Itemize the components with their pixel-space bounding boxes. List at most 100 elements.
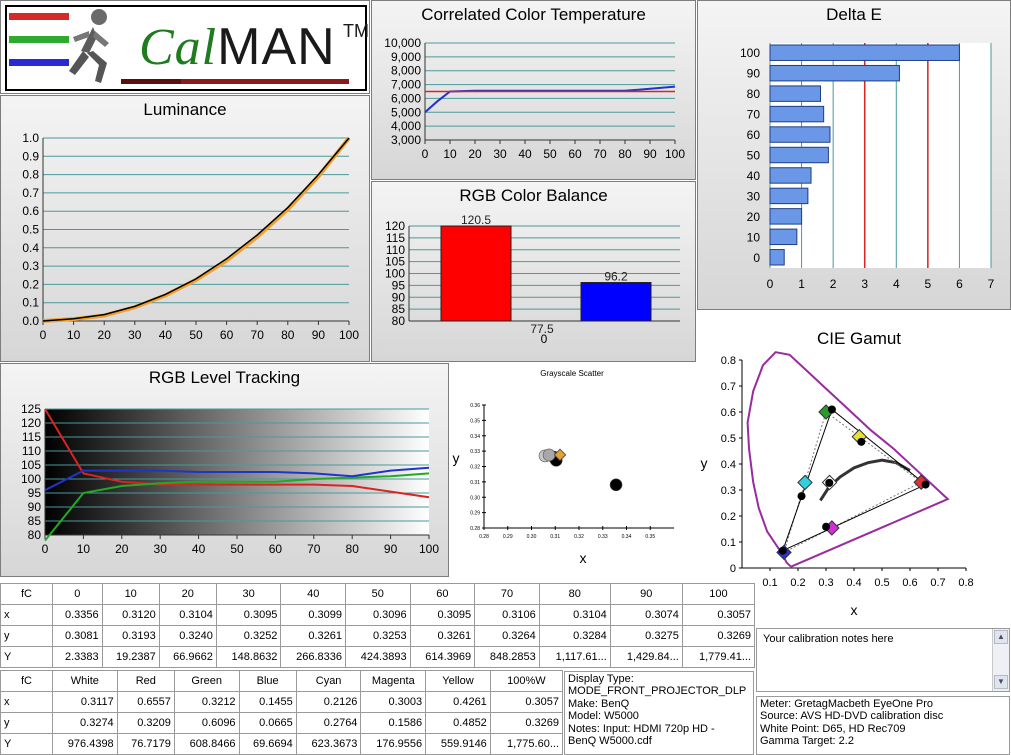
table-cell: 66.9662 — [158, 646, 217, 668]
y-tick-label: 0.5 — [22, 223, 39, 237]
cct-chart: 3,0004,0005,0006,0007,0008,0009,00010,00… — [384, 36, 685, 161]
x-tick-label: 0 — [40, 328, 47, 342]
table-cell: 0.1455 — [238, 691, 297, 713]
delta-e-bar — [769, 105, 825, 123]
table-cell: 424.3893 — [345, 646, 411, 668]
y-tick-label: 0.4 — [22, 241, 39, 255]
y-tick-label: 1.0 — [22, 131, 39, 145]
y-tick-label: 50 — [747, 149, 761, 163]
y-tick-label: 0.31 — [470, 480, 480, 486]
cct-title: Correlated Color Temperature — [421, 5, 646, 24]
table-cell: 0.3356 — [52, 604, 103, 626]
table-row: y 0.3274 0.3209 0.6096 0.0665 0.2764 0.1586 0.4… — [0, 712, 564, 734]
series-line — [42, 137, 350, 322]
x-tick-label: 0.31 — [550, 534, 560, 540]
y-tick-label: 0.1 — [22, 296, 39, 310]
series-line — [44, 466, 430, 492]
scatter-title: Grayscale Scatter — [540, 369, 604, 378]
x-tick-label: 0.30 — [527, 534, 537, 540]
table-header-cell: fC — [0, 670, 53, 692]
table-cell: 176.9556 — [360, 733, 427, 755]
balance-bar — [580, 282, 652, 322]
cct-panel: Correlated Color Temperature 3,000 4,000 5… — [371, 0, 696, 180]
x-tick-label: 100 — [339, 328, 359, 342]
x-tick-label: 7 — [988, 277, 995, 291]
table-cell: 1,117.61... — [538, 646, 611, 668]
y-tick-label: 0.8 — [22, 168, 39, 182]
y-tick-label: 0.30 — [470, 495, 480, 501]
y-tick-label: 85 — [392, 302, 406, 316]
series-line — [44, 408, 430, 499]
x-tick-label: 0 — [42, 542, 49, 556]
x-tick-label: 0 — [767, 277, 774, 291]
y-tick-label: 0.36 — [470, 403, 480, 409]
y-tick-label: 95 — [392, 278, 406, 292]
scroll-up-icon[interactable]: ▲ — [994, 630, 1008, 644]
table-cell: 0.3240 — [158, 625, 217, 647]
x-tick-label: 20 — [468, 147, 482, 161]
table-cell: x — [0, 604, 53, 626]
y-tick-label: 0.29 — [470, 511, 480, 517]
y-tick-label: 100 — [740, 46, 760, 60]
y-tick-label: 125 — [21, 402, 41, 416]
y-tick-label: 90 — [747, 67, 761, 81]
info-line: Meter: GretagMacbeth EyeOne Pro — [760, 698, 934, 710]
table-row: Y 976.4398 76.7179 608.8466 69.6694 623.3673 1… — [0, 733, 564, 755]
table-cell: 0.3099 — [280, 604, 347, 626]
table-header-cell: 10 — [101, 583, 160, 605]
x-tick-label: 10 — [77, 542, 91, 556]
table-cell: 848.2853 — [474, 646, 540, 668]
x-tick-label: 2 — [830, 277, 837, 291]
table-header-cell: 30 — [215, 583, 282, 605]
balance-bar — [440, 225, 512, 322]
x-tick-label: 90 — [643, 147, 657, 161]
delta-e-bar — [769, 249, 785, 266]
table-cell: 0.3057 — [489, 691, 564, 713]
table-header-row: fC 0 10 20 30 40 50 60 70 80 90 100 — [0, 583, 756, 605]
x-tick-label: 0.8 — [958, 577, 973, 589]
measured-point — [921, 480, 930, 489]
x-tick-label: 20 — [115, 542, 129, 556]
table-cell: 623.3673 — [295, 733, 362, 755]
delta-e-bar — [769, 64, 900, 82]
delta-e-bar — [769, 208, 803, 225]
measured-point — [825, 478, 834, 487]
info-line: Model: W5000 — [568, 710, 639, 723]
y-tick-label: 120 — [21, 416, 41, 430]
y-tick-label: 85 — [28, 514, 42, 528]
x-tick-label: 50 — [189, 328, 203, 342]
data-label: 96.2 — [604, 270, 628, 284]
table-row: x 0.3117 0.6557 0.3212 0.1455 0.2126 0.3003 0.4… — [0, 691, 564, 713]
y-tick-label: 90 — [392, 290, 406, 304]
y-tick-label: 0.34 — [470, 434, 480, 440]
x-tick-label: 20 — [98, 328, 112, 342]
x-tick-label: 0.35 — [645, 534, 655, 540]
series-line — [44, 472, 430, 542]
table-cell: 1,429.84... — [609, 646, 683, 668]
y-tick-label: 0.4 — [721, 459, 736, 471]
x-tick-label: 0.32 — [574, 534, 584, 540]
table-cell: 559.9146 — [425, 733, 491, 755]
calibration-notes-textarea[interactable]: Your calibration notes here ▲ ▼ — [756, 628, 1010, 692]
table-header-cell: 60 — [409, 583, 476, 605]
y-tick-label: 80 — [747, 87, 761, 101]
table-header-cell: Magenta — [360, 670, 427, 692]
logo-stripe-red — [9, 13, 69, 20]
table-cell: 608.8466 — [173, 733, 240, 755]
y-tick-label: 3,000 — [391, 133, 421, 147]
running-man-icon — [69, 9, 109, 83]
x-tick-label: 0.28 — [479, 534, 489, 540]
logo-underline-dark — [121, 79, 181, 84]
color-table: fC White Red Green Blue Cyan Magenta Yellow 100%… — [0, 670, 564, 755]
x-tick-label: 100 — [665, 147, 685, 161]
x-tick-label: 90 — [384, 542, 398, 556]
notes-scrollbar[interactable]: ▲ ▼ — [992, 629, 1009, 691]
info-line: Notes: Input: HDMI 720p HD - — [568, 722, 715, 735]
x-tick-label: 50 — [543, 147, 557, 161]
table-cell: 0.2764 — [295, 712, 362, 734]
y-tick-label: 8,000 — [391, 64, 421, 78]
x-tick-label: 40 — [518, 147, 532, 161]
scroll-down-icon[interactable]: ▼ — [994, 675, 1008, 689]
y-tick-label: 70 — [747, 108, 761, 122]
